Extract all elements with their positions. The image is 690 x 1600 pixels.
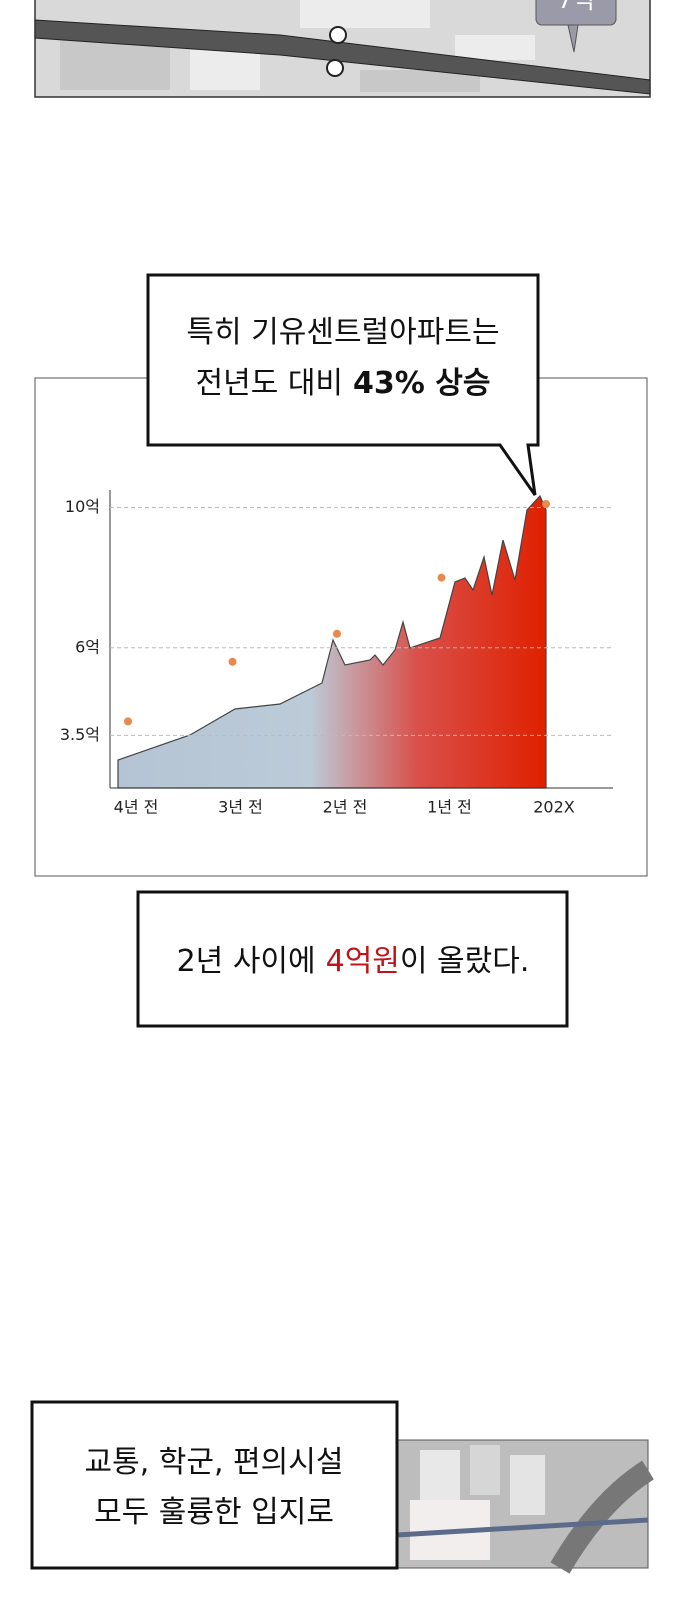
x-tick-label: 4년 전 — [114, 798, 159, 817]
y-tick-label: 3.5억 — [60, 725, 100, 744]
point — [333, 629, 341, 638]
caption: 2년 사이에 4억원이 올랐다. — [177, 944, 530, 979]
caption-box: 2년 사이에 4억원이 올랐다. — [136, 890, 569, 1028]
x-tick-label: 3년 전 — [218, 798, 263, 817]
bottom-caption-box: 교통, 학군, 편의시설 모두 훌륭한 입지로 — [30, 1400, 399, 1570]
caption-text: 이 올랐다. — [400, 944, 529, 979]
x-tick-label: 1년 전 — [427, 798, 472, 817]
caption-text: 2년 사이에 — [177, 944, 316, 979]
bottom-caption-line: 교통, 학군, 편의시설 — [85, 1445, 344, 1480]
x-tick-label: 202X — [533, 798, 575, 817]
bubble-bold: 43% 상승 — [353, 366, 490, 401]
point — [437, 573, 446, 582]
y-tick-label: 6억 — [75, 637, 100, 656]
map-panel: 7억 — [34, 0, 651, 98]
y-tick-label: 10억 — [65, 497, 100, 516]
x-tick-label: 2년 전 — [323, 798, 368, 817]
bottom-caption-line: 모두 훌륭한 입지로 — [94, 1495, 334, 1530]
bubble-line: 특히 기유센트럴아파트는 — [186, 315, 499, 350]
point — [124, 717, 132, 726]
bubble-text: 전년도 대비 — [196, 366, 344, 401]
speech-bubble: 특히 기유센트럴아파트는 전년도 대비 43% 상승 — [146, 273, 540, 496]
point — [228, 657, 237, 666]
price-bubble-text: 7억 — [557, 0, 594, 14]
city-panel — [396, 1439, 654, 1574]
price-area — [117, 494, 547, 789]
chart: 10억 6억 3.5억 4년 전 3년 전 2년 전 1년 전 202X — [60, 490, 613, 817]
caption-highlight: 4억원 — [326, 944, 400, 979]
point — [542, 500, 550, 509]
bubble-line: 전년도 대비 43% 상승 — [196, 366, 491, 401]
